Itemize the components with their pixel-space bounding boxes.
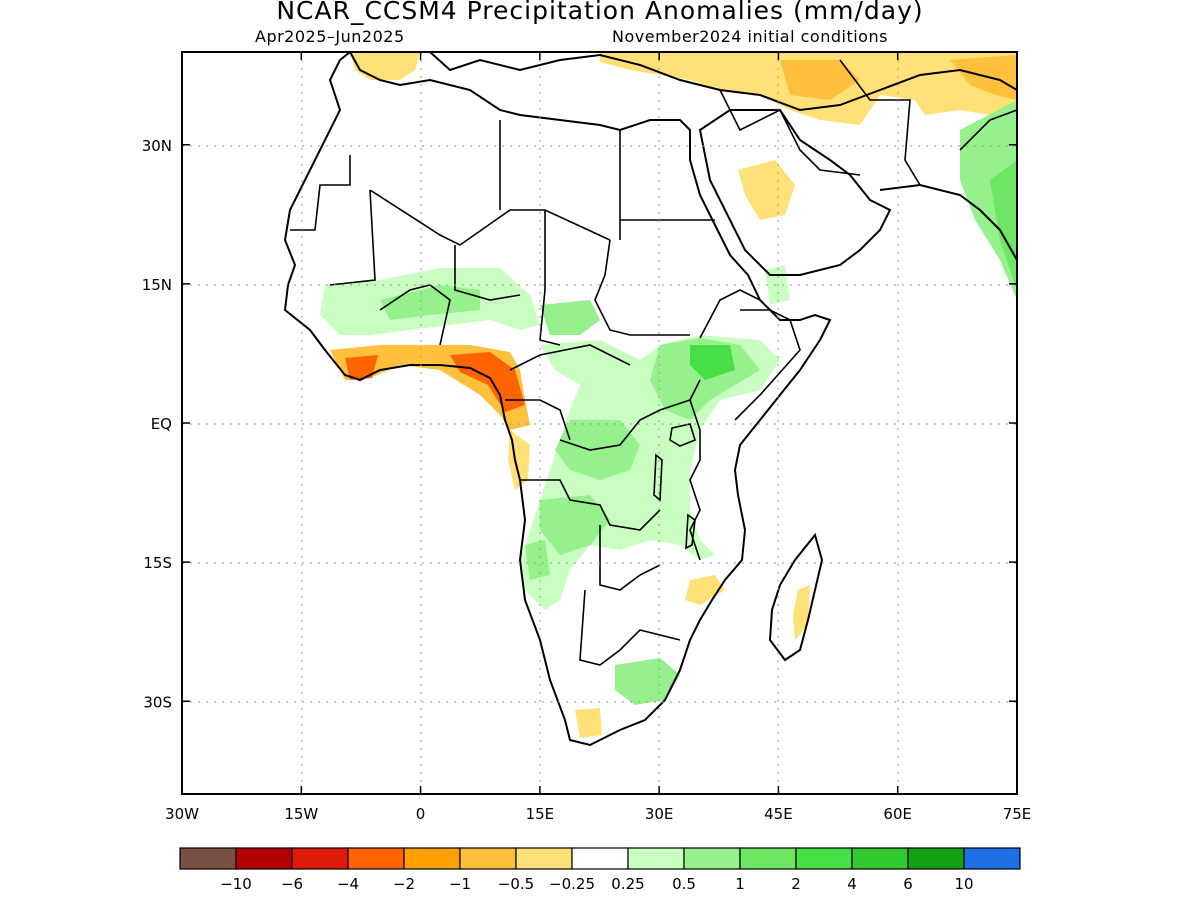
wet-anomaly-chad-darfur bbox=[540, 300, 600, 335]
color-swatch bbox=[627, 847, 685, 870]
forecast-period: Apr2025–Jun2025 bbox=[255, 27, 405, 46]
color-swatch bbox=[179, 847, 237, 870]
color-swatch bbox=[347, 847, 405, 870]
color-scale-label: −0.25 bbox=[549, 875, 595, 893]
color-scale-label: 0.5 bbox=[672, 875, 696, 893]
color-scale-label: 10 bbox=[954, 875, 973, 893]
color-scale-label: −1 bbox=[449, 875, 471, 893]
color-swatch bbox=[683, 847, 741, 870]
longitude-axis: 30W 15W 0 15E 30E 45E 60E 75E bbox=[165, 52, 1031, 823]
wet-anomaly-india-core bbox=[990, 160, 1017, 290]
lon-tick-label: 0 bbox=[416, 805, 426, 823]
color-scale-label: 1 bbox=[735, 875, 745, 893]
color-swatch bbox=[851, 847, 909, 870]
color-swatch bbox=[795, 847, 853, 870]
lake-malawi bbox=[685, 513, 696, 550]
color-scale-label: 6 bbox=[903, 875, 913, 893]
lat-tick-label: 15S bbox=[143, 554, 172, 572]
color-swatch bbox=[739, 847, 797, 870]
latitude-axis: 30N 15N EQ 15S 30S bbox=[142, 137, 1017, 711]
dry-anomaly-southwest-cape bbox=[575, 708, 602, 738]
color-scale-legend bbox=[179, 847, 1021, 870]
wet-anomaly-south-africa bbox=[615, 658, 680, 705]
color-swatch bbox=[515, 847, 573, 870]
iran-india-coastline bbox=[879, 183, 1017, 261]
country-borders bbox=[290, 59, 1017, 666]
lon-tick-label: 75E bbox=[1003, 805, 1032, 823]
color-swatch bbox=[907, 847, 965, 870]
dry-anomaly-mediterranean-west bbox=[350, 52, 420, 80]
color-scale-label: −4 bbox=[337, 875, 359, 893]
color-scale-label: −2 bbox=[393, 875, 415, 893]
wet-anomaly-congo-basin bbox=[555, 420, 640, 480]
lake-tanganyika bbox=[653, 453, 663, 502]
lakes bbox=[653, 423, 696, 550]
lat-tick-label: 30N bbox=[142, 137, 172, 155]
lon-tick-label: 15E bbox=[526, 805, 555, 823]
color-scale-label: −6 bbox=[281, 875, 303, 893]
color-swatch bbox=[291, 847, 349, 870]
lon-tick-label: 60E bbox=[883, 805, 912, 823]
color-swatch bbox=[235, 847, 293, 870]
dry-anomaly-middle-east-core bbox=[780, 60, 860, 100]
lat-tick-label: 30S bbox=[143, 693, 172, 711]
lon-tick-label: 30W bbox=[165, 805, 199, 823]
color-scale-label: 4 bbox=[847, 875, 857, 893]
color-scale-label: 0.25 bbox=[611, 875, 644, 893]
lon-tick-label: 45E bbox=[764, 805, 793, 823]
dry-anomaly-gulf-guinea-core bbox=[345, 355, 378, 380]
dry-anomaly-iran-core bbox=[950, 55, 1017, 100]
color-scale-label: 2 bbox=[791, 875, 801, 893]
dry-anomaly-arabia bbox=[738, 160, 795, 220]
wet-anomaly-layer bbox=[320, 100, 1017, 705]
dry-anomaly-madagascar bbox=[793, 585, 810, 640]
color-scale-label: −0.5 bbox=[498, 875, 534, 893]
map-title: NCAR_CCSM4 Precipitation Anomalies (mm/d… bbox=[276, 0, 924, 25]
wet-anomaly-angola-core bbox=[525, 540, 550, 580]
lon-tick-label: 15W bbox=[284, 805, 318, 823]
graticule bbox=[182, 52, 1017, 794]
color-swatch bbox=[403, 847, 461, 870]
lake-victoria bbox=[669, 423, 696, 447]
wet-anomaly-india bbox=[960, 100, 1017, 300]
initial-conditions: November2024 initial conditions bbox=[612, 27, 888, 46]
madagascar-coastline bbox=[768, 532, 824, 662]
dry-anomaly-mozambique bbox=[685, 575, 725, 605]
color-scale-labels: −10 −6 −4 −2 −1 −0.5 −0.25 0.25 0.5 1 2 4 6 10 bbox=[220, 875, 973, 893]
color-swatch bbox=[459, 847, 517, 870]
lon-tick-label: 30E bbox=[645, 805, 674, 823]
wet-anomaly-ethiopia-core bbox=[690, 345, 735, 380]
lat-tick-label: 15N bbox=[142, 276, 172, 294]
africa-coastline bbox=[283, 52, 832, 747]
color-scale-label: −10 bbox=[220, 875, 252, 893]
arabia-coastline bbox=[698, 109, 892, 276]
wet-anomaly-zambia bbox=[540, 495, 610, 555]
lat-tick-label: EQ bbox=[151, 415, 172, 433]
color-swatch bbox=[571, 847, 629, 870]
color-swatch bbox=[963, 847, 1021, 870]
map-area bbox=[182, 52, 1017, 794]
